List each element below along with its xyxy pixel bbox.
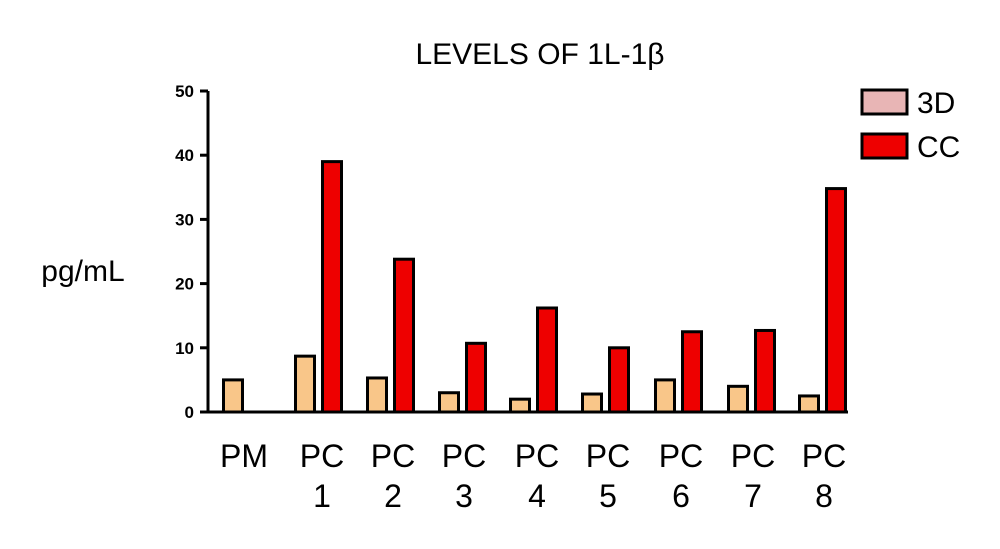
legend-label-cc: CC — [917, 131, 960, 164]
bar-cc-4 — [536, 306, 558, 414]
x-tick-label: PC 1 — [300, 438, 344, 514]
legend-swatch-3d — [860, 88, 909, 116]
y-axis-label: pg/mL — [41, 255, 124, 288]
bar-cc-2 — [393, 257, 415, 414]
bar-cc-1 — [321, 160, 343, 414]
axes: 0 10 20 30 40 50 — [175, 82, 848, 422]
y-tick-label: 10 — [175, 339, 194, 358]
bar-3d-8 — [798, 394, 820, 414]
bar-cc-3 — [465, 341, 487, 414]
bar-cc-8 — [825, 187, 847, 414]
bar-3d-5 — [581, 392, 603, 414]
x-tick-label: PC 5 — [586, 438, 630, 514]
chart-title: LEVELS OF 1L-1β — [415, 38, 664, 71]
bar-3d-1 — [294, 354, 316, 414]
legend-label-3d: 3D — [917, 87, 955, 120]
y-tick-label: 50 — [175, 82, 194, 101]
bar-3d-3 — [438, 391, 460, 414]
y-tick-label: 20 — [175, 275, 194, 294]
bar-cc-6 — [681, 330, 703, 414]
bars — [222, 160, 847, 414]
x-tick-label: PC 6 — [659, 438, 703, 514]
bar-3d-6 — [654, 378, 676, 414]
x-tick-label: PM — [220, 438, 268, 474]
bar-3d-4 — [509, 397, 531, 414]
y-tick-label: 0 — [185, 403, 194, 422]
x-tick-labels: PM PC 1 PC 2 PC 3 PC 4 PC 5 PC 6 PC 7 PC 8 — [220, 438, 846, 514]
bar-3d-0 — [222, 378, 244, 414]
legend: 3D CC — [860, 87, 960, 164]
y-tick-label: 30 — [175, 210, 194, 229]
x-tick-label: PC 7 — [731, 438, 775, 514]
x-tick-label: PC 4 — [515, 438, 559, 514]
x-tick-label: PC 2 — [371, 438, 415, 514]
bar-3d-2 — [366, 376, 388, 414]
bar-3d-7 — [727, 384, 749, 414]
bar-cc-7 — [754, 328, 776, 414]
y-tick-label: 40 — [175, 146, 194, 165]
legend-swatch-cc — [860, 132, 909, 160]
bar-cc-5 — [608, 346, 630, 414]
x-tick-label: PC 3 — [442, 438, 486, 514]
x-tick-label: PC 8 — [802, 438, 846, 514]
